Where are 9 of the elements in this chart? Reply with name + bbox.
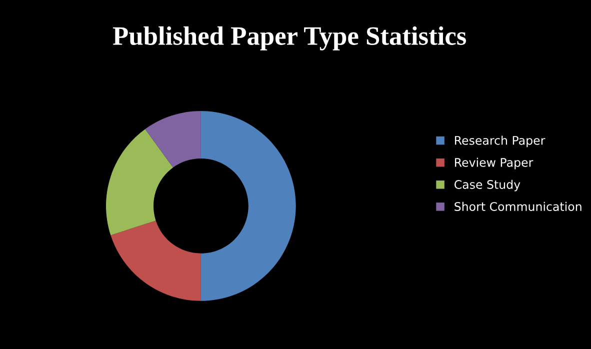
chart-title: Published Paper Type Statistics	[112, 26, 466, 50]
legend-label: Short Communication	[454, 202, 582, 211]
legend-label: Case Study	[454, 180, 520, 192]
donut-slice	[110, 220, 201, 301]
donut-slice	[145, 110, 201, 168]
legend-label: Review Paper	[455, 158, 534, 170]
legend-label: Research Paper	[455, 136, 546, 148]
donut-slice	[106, 129, 174, 236]
donut-slice	[200, 110, 296, 301]
